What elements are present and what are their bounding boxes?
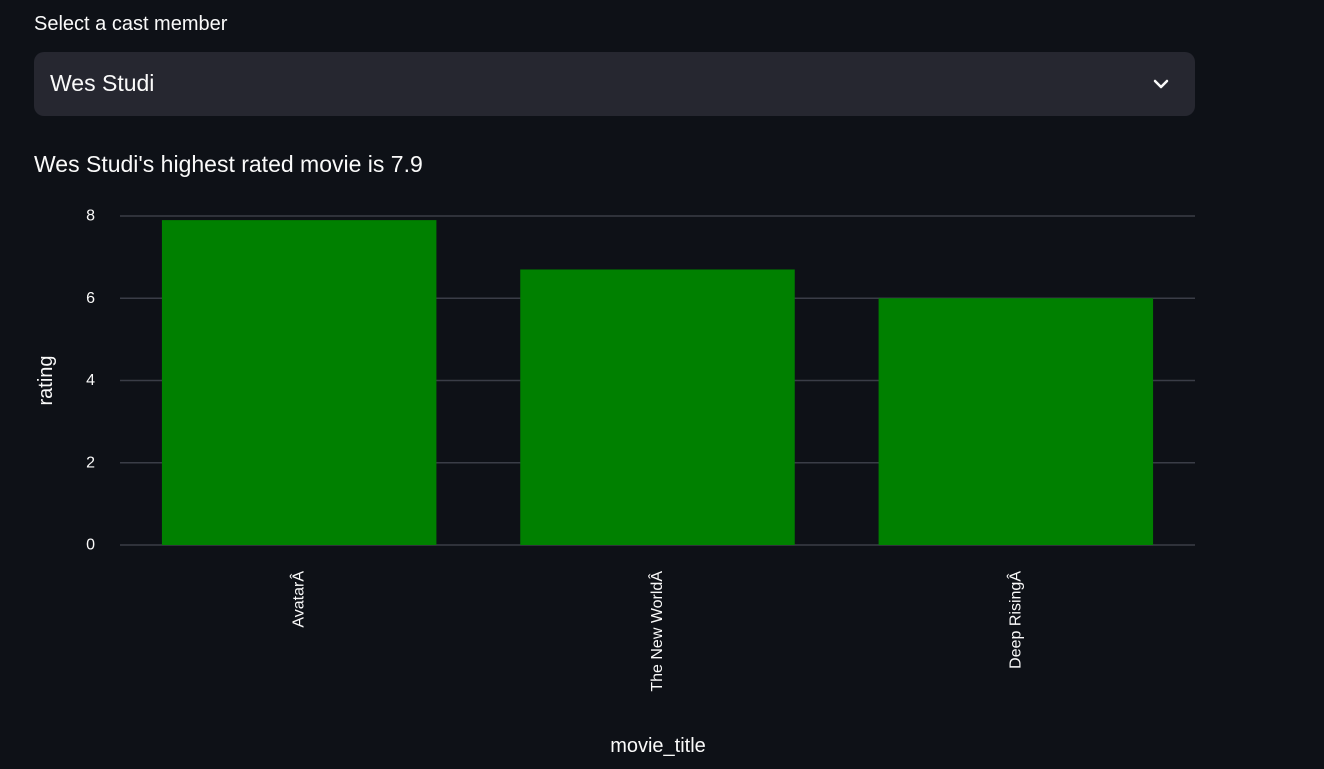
x-tick-label: Deep RisingÂ: [1005, 571, 1024, 669]
x-tick-label: AvatarÂ: [289, 571, 308, 628]
subheader: Wes Studi's highest rated movie is 7.9: [34, 151, 423, 177]
bar: [161, 220, 437, 546]
bar: [878, 298, 1154, 545]
x-axis-title: movie_title: [610, 735, 706, 757]
y-tick-label: 8: [86, 208, 95, 225]
cast-member-select[interactable]: Wes Studi: [34, 52, 1195, 116]
y-tick-label: 6: [86, 290, 95, 307]
y-tick-label: 4: [86, 372, 95, 389]
y-axis-title: rating: [35, 355, 57, 405]
x-tick-label: The New WorldÂ: [647, 571, 666, 692]
select-value: Wes Studi: [50, 70, 155, 96]
y-tick-label: 2: [86, 454, 95, 471]
y-tick-label: 0: [86, 537, 95, 554]
select-label: Select a cast member: [34, 13, 228, 35]
rating-bar-chart: 0 2 4 6 8 AvatarÂ The New WorldÂ Deep RisingÂ mo…: [35, 208, 1195, 757]
chevron-down-icon[interactable]: [1151, 74, 1171, 94]
bar: [520, 269, 795, 545]
